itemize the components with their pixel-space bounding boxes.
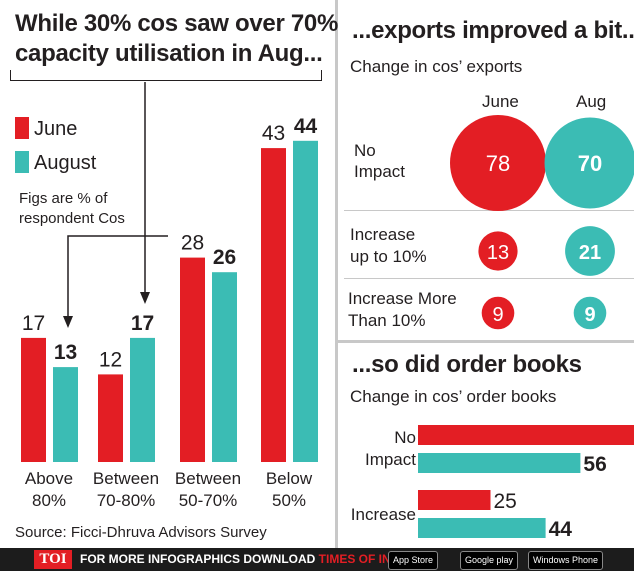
orders-panel: ...so did order books Change in cos’ ord… — [338, 343, 634, 548]
hbar-june-0 — [418, 425, 634, 445]
bar-value-label: 17 — [131, 312, 154, 335]
pointer-arrows — [63, 82, 168, 328]
category-label: Between — [175, 469, 241, 488]
panel-divider-vertical — [335, 0, 338, 548]
category-label: Below — [266, 469, 313, 488]
legend-swatch-june — [15, 117, 29, 139]
bar-june-3 — [261, 148, 286, 462]
left-title-line1: While 30% cos saw over 70% — [15, 10, 339, 37]
note-line2: respondent Cos — [19, 210, 125, 227]
left-panel: While 30% cos saw over 70% capacity util… — [10, 10, 339, 541]
arrow-head-above-80 — [63, 316, 73, 328]
legend-label-august: August — [34, 152, 97, 174]
orders-row-label-no-impact-1: No — [394, 428, 416, 447]
orders-title: ...so did order books — [352, 351, 582, 378]
bubble-aug-0 — [544, 117, 634, 209]
bubble-june-0 — [450, 115, 546, 211]
capacity-bar-chart: 17 13 Above 80% 12 17 Between 70-80% 28 26 Between… — [21, 115, 318, 510]
footer-text: FOR MORE INFOGRAPHICS DOWNLOAD TIMES OF … — [80, 551, 438, 568]
windows-phone-badge[interactable]: Windows Phone — [528, 551, 604, 570]
bar-august-0 — [53, 367, 78, 462]
hbar-value-label: 25 — [494, 490, 517, 513]
legend-label-june: June — [34, 118, 78, 140]
app-store-badge[interactable]: App Store — [388, 551, 439, 570]
exports-col-june: June — [482, 92, 519, 111]
bubble-aug-2 — [573, 296, 607, 330]
exports-bubble-chart: 78 13 9 70 21 9 — [450, 115, 634, 330]
bar-august-3 — [293, 140, 318, 463]
footer-bar: TOI FOR MORE INFOGRAPHICS DOWNLOAD TIMES… — [0, 548, 634, 571]
exports-row-label-upto10-1: Increase — [350, 225, 416, 244]
exports-row-label-no-impact-2: Impact — [354, 162, 406, 181]
exports-row-label-no-impact-1: No — [354, 141, 376, 160]
title-bracket — [10, 70, 322, 81]
orders-subtitle: Change in cos’ order books — [350, 387, 557, 406]
hbar-aug-0 — [418, 453, 581, 473]
left-title-line2: capacity utilisation in Aug... — [15, 40, 323, 67]
bar-june-1 — [98, 374, 123, 462]
bar-august-1 — [130, 337, 155, 462]
note-line1: Figs are % of — [19, 190, 108, 207]
category-label: 70-80% — [97, 491, 156, 510]
bubble-value-label: 13 — [487, 242, 509, 264]
bubble-june-1 — [478, 231, 518, 271]
bubble-june-2 — [481, 296, 515, 330]
hbar-value-label: 56 — [583, 453, 606, 476]
bar-august-2 — [212, 272, 237, 462]
bar-value-label: 26 — [213, 246, 236, 269]
hbar-june-1 — [418, 490, 491, 510]
orders-bar-chart: 75562544 — [418, 425, 634, 541]
bubble-aug-1 — [565, 226, 615, 276]
exports-col-aug: Aug — [576, 92, 607, 111]
exports-title: ...exports improved a bit... — [352, 17, 634, 44]
category-label: Above — [25, 469, 73, 488]
exports-row-label-more10-1: Increase More — [348, 289, 457, 308]
category-label: Between — [93, 469, 159, 488]
bubble-value-label: 9 — [584, 304, 595, 326]
arrow-to-above-80 — [67, 235, 168, 320]
source-note: Source: Ficci-Dhruva Advisors Survey — [15, 524, 267, 541]
legend-swatch-august — [15, 151, 29, 173]
exports-row-divider — [344, 278, 634, 279]
footer-text-white: FOR MORE INFOGRAPHICS DOWNLOAD — [80, 552, 319, 566]
exports-row-divider — [344, 210, 634, 211]
exports-row-label-more10-2: Than 10% — [348, 311, 426, 330]
bar-june-0 — [21, 337, 46, 462]
bubble-value-label: 78 — [486, 151, 510, 176]
bubble-value-label: 9 — [492, 304, 503, 326]
arrow-head-between-70-80 — [140, 292, 150, 304]
category-label: 50% — [272, 491, 306, 510]
hbar-value-label: 44 — [549, 518, 573, 541]
bar-value-label: 28 — [181, 232, 204, 255]
bubble-value-label: 21 — [579, 242, 601, 264]
bar-value-label: 43 — [262, 122, 285, 145]
panel-divider-horizontal — [338, 340, 634, 343]
bubble-value-label: 70 — [578, 151, 602, 176]
bar-june-2 — [180, 257, 205, 462]
bar-value-label: 12 — [99, 348, 122, 371]
exports-subtitle: Change in cos’ exports — [350, 57, 523, 76]
orders-row-label-increase: Increase — [350, 505, 416, 524]
exports-row-label-upto10-2: up to 10% — [350, 247, 427, 266]
orders-row-label-no-impact-2: Impact — [364, 450, 416, 469]
bar-value-label: 17 — [22, 312, 45, 335]
category-label: 80% — [32, 491, 66, 510]
google-play-badge[interactable]: Google play — [460, 551, 519, 570]
exports-panel: ...exports improved a bit... Change in c… — [338, 0, 634, 340]
bar-value-label: 44 — [294, 115, 318, 138]
bar-value-label: 13 — [54, 341, 77, 364]
toi-logo: TOI — [34, 550, 72, 569]
hbar-aug-1 — [418, 518, 546, 538]
category-label: 50-70% — [179, 491, 238, 510]
